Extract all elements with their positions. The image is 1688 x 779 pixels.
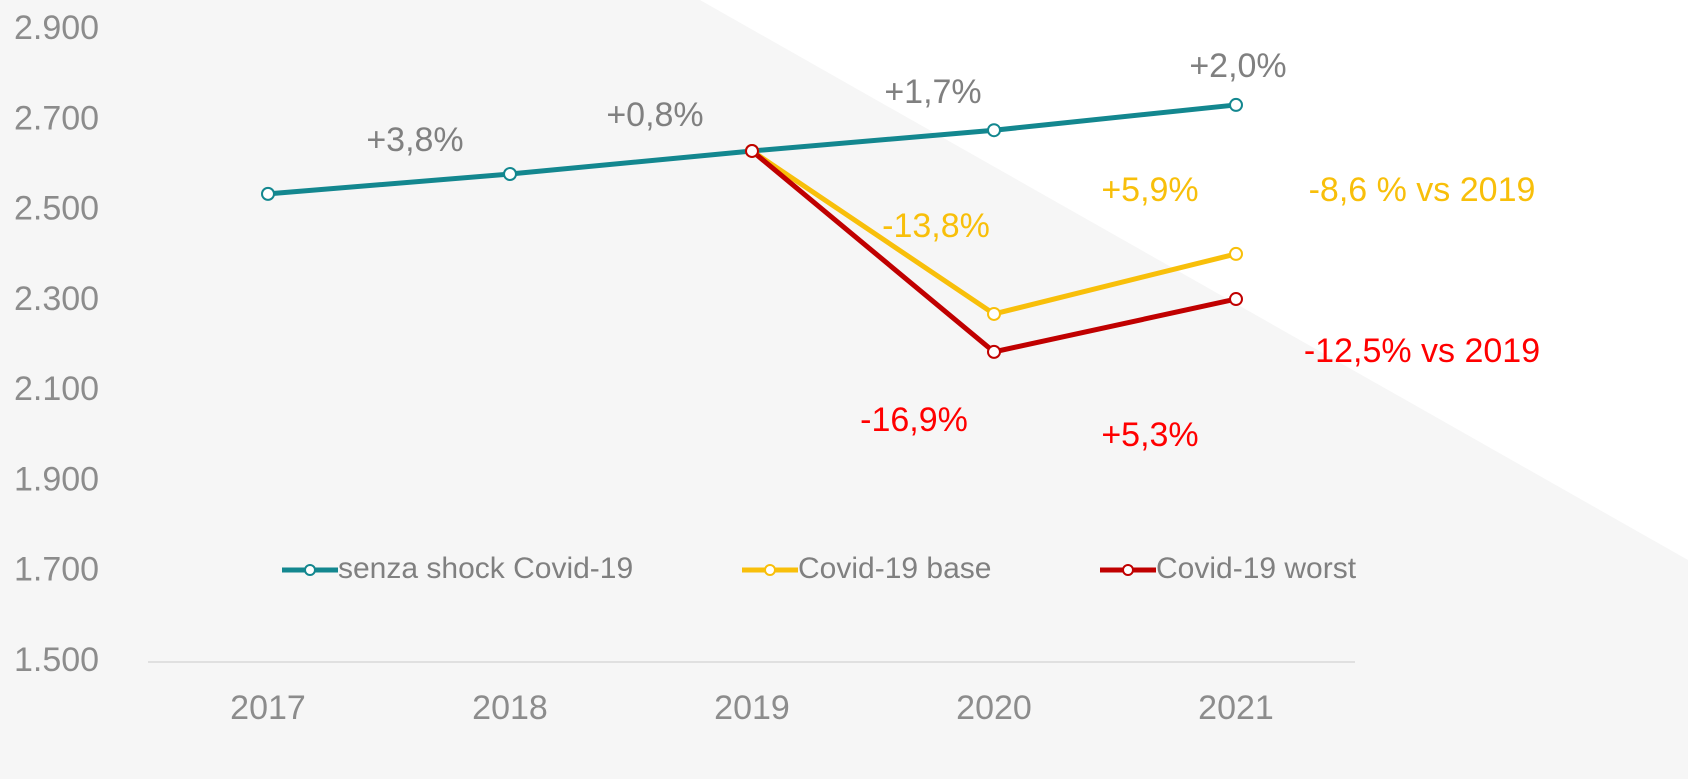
annotation: -16,9% (860, 401, 968, 439)
data-point (261, 186, 275, 201)
y-tick-label: 2.900 (14, 9, 99, 47)
legend-marker (304, 564, 316, 576)
annotation: +2,0% (1189, 47, 1286, 85)
y-tick-label: 2.300 (14, 280, 99, 318)
x-tick-label: 2018 (472, 689, 548, 727)
annotation: -8,6 % vs 2019 (1309, 171, 1536, 209)
x-tick-label: 2020 (956, 689, 1032, 727)
data-point (987, 123, 1001, 138)
data-point (503, 167, 517, 182)
y-tick-label: 2.100 (14, 370, 99, 408)
legend-label: Covid-19 worst (1156, 552, 1357, 585)
data-point (987, 306, 1001, 321)
y-tick-label: 1.700 (14, 551, 99, 589)
legend-label: senza shock Covid-19 (338, 552, 633, 585)
y-tick-label: 2.500 (14, 190, 99, 228)
data-point (1229, 246, 1243, 261)
annotation: +0,8% (606, 96, 703, 134)
annotation: +5,9% (1101, 171, 1198, 209)
x-tick-label: 2021 (1198, 689, 1274, 727)
data-point (745, 143, 759, 158)
x-tick-label: 2017 (230, 689, 306, 727)
y-tick-label: 1.500 (14, 641, 99, 679)
y-tick-label: 2.700 (14, 99, 99, 137)
legend-marker (764, 564, 776, 576)
data-point (987, 344, 1001, 359)
annotation: -13,8% (882, 207, 990, 245)
annotation: +3,8% (366, 121, 463, 159)
annotation: -12,5% vs 2019 (1304, 332, 1540, 370)
background-shape (700, 0, 1688, 560)
y-tick-label: 1.900 (14, 460, 99, 498)
data-point (1229, 97, 1243, 112)
x-tick-label: 2019 (714, 689, 790, 727)
legend-label: Covid-19 base (798, 552, 991, 585)
data-point (1229, 292, 1243, 307)
annotation: +1,7% (884, 73, 981, 111)
legend-marker (1122, 564, 1134, 576)
annotation: +5,3% (1101, 416, 1198, 454)
